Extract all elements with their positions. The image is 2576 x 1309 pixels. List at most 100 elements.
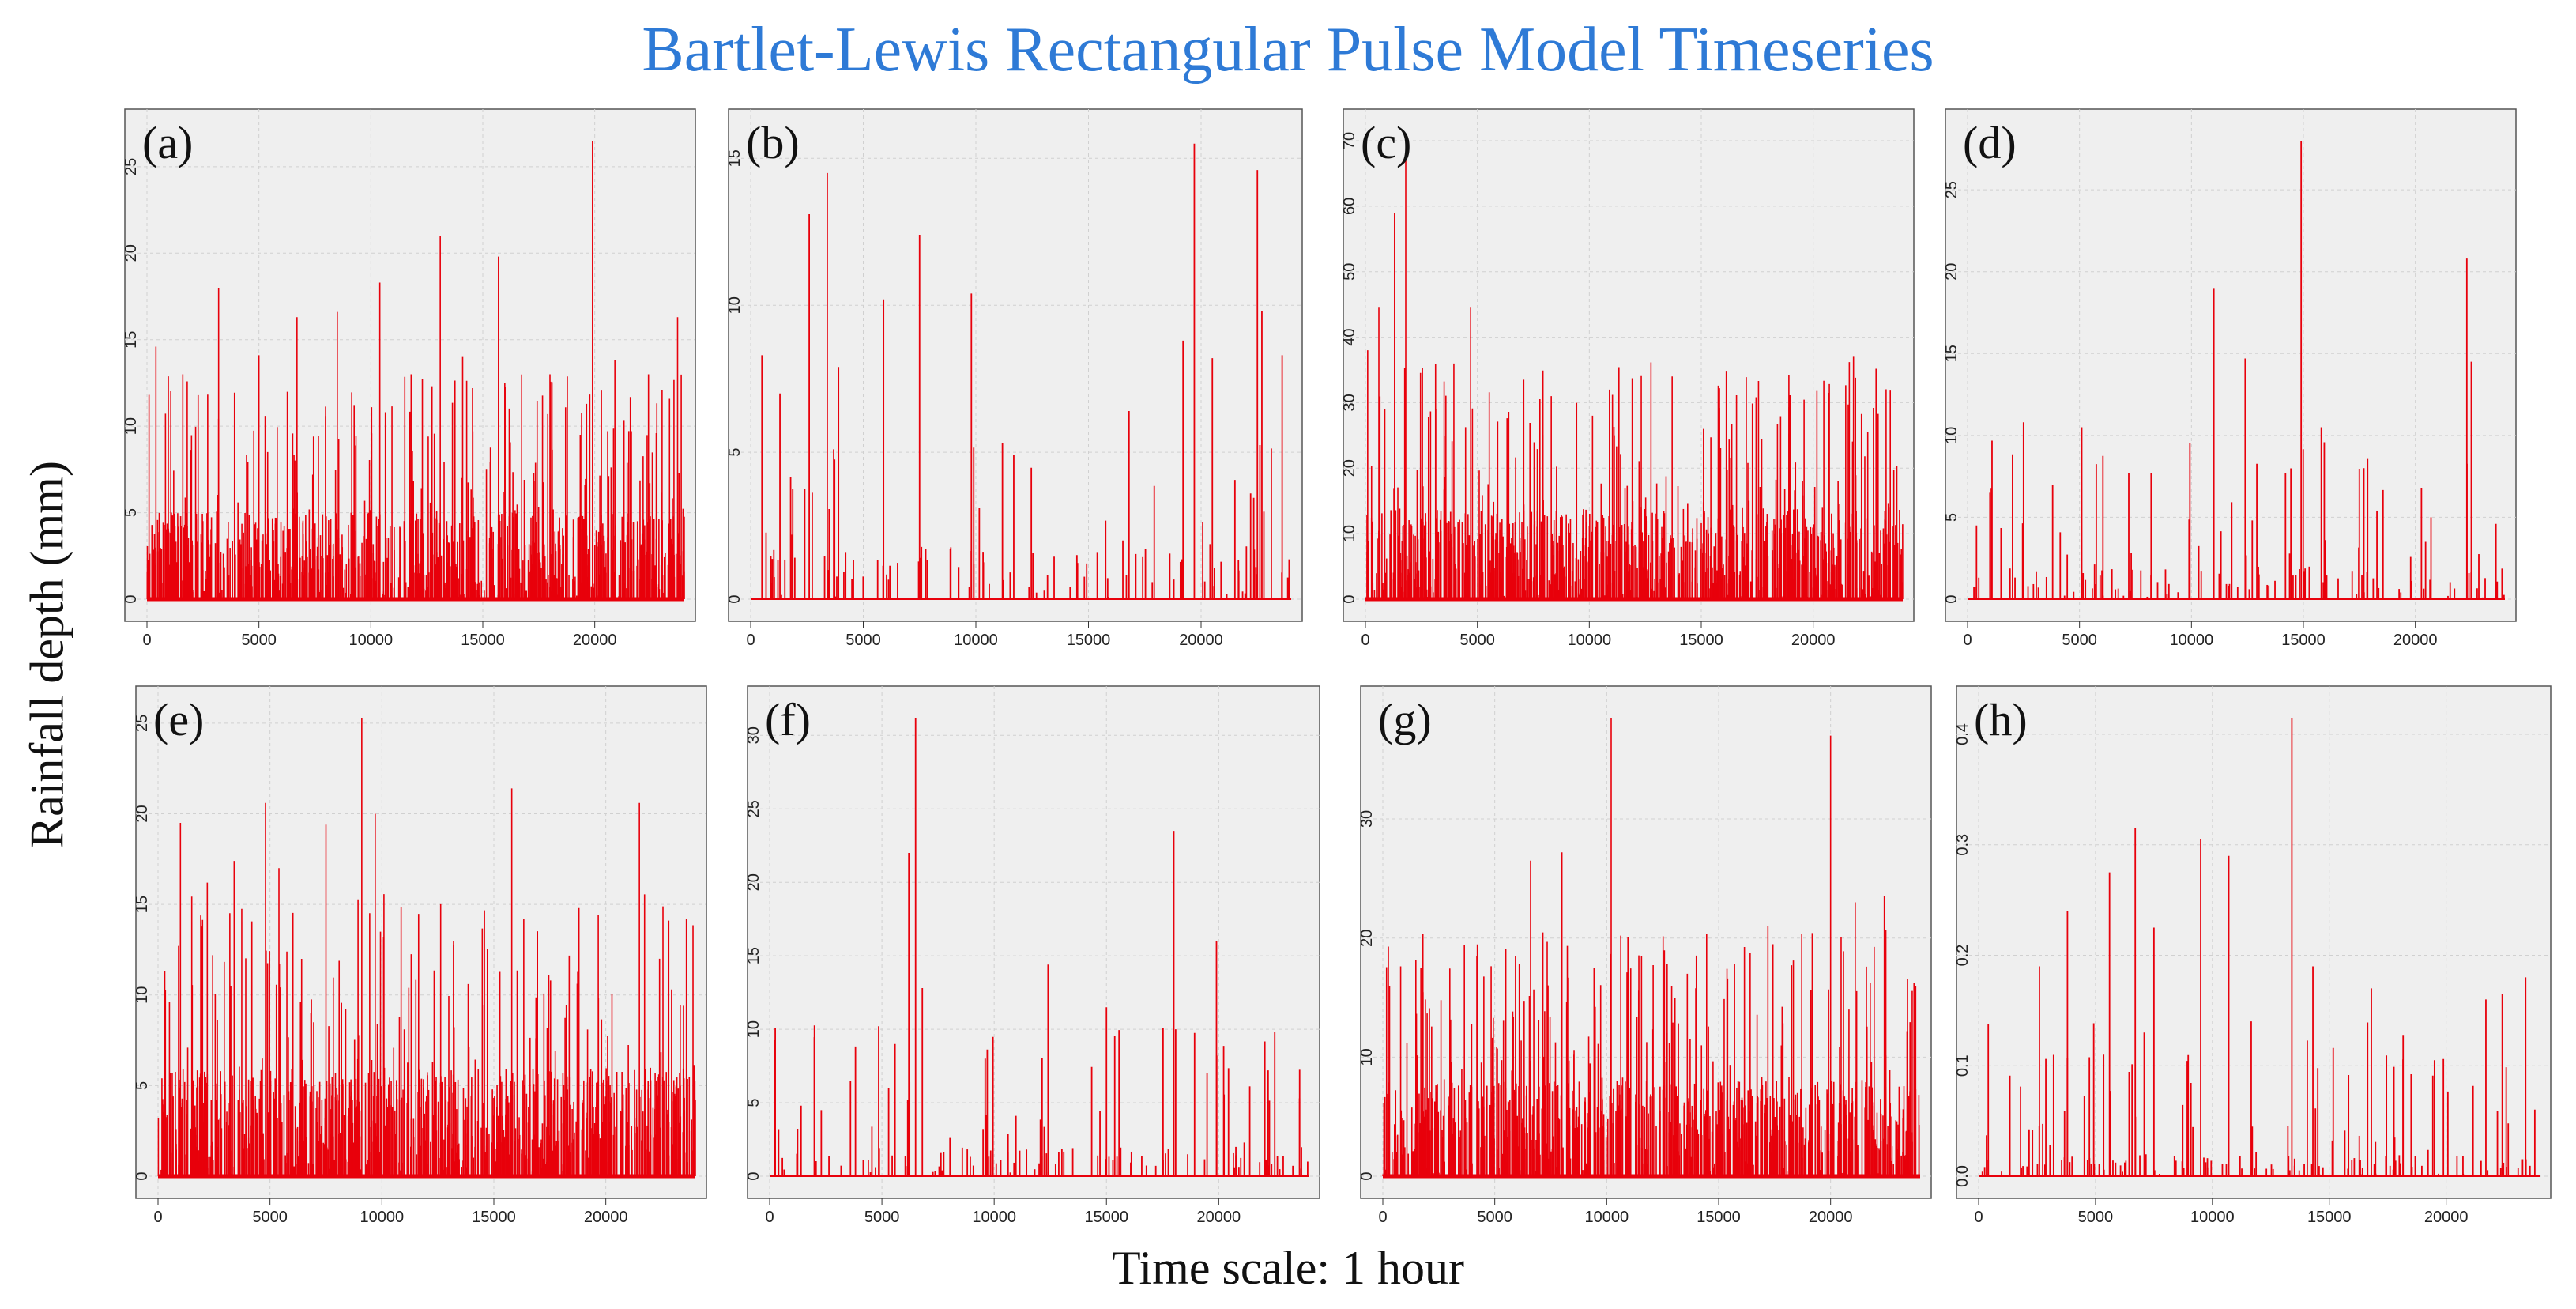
panel-label: (f): [765, 694, 811, 745]
y-tick-label: 0.2: [1954, 945, 1972, 967]
x-tick-label: 0: [746, 632, 755, 649]
x-tick-label: 15000: [2281, 632, 2326, 649]
y-tick-label: 5: [134, 1081, 151, 1090]
panel-a: 0 5 10 15 20 25 0 5000 10000 15000 20000 (a): [122, 108, 696, 649]
x-tick-label: 5000: [2062, 632, 2097, 649]
y-tick-label: 20: [745, 873, 763, 891]
y-tick-label: 20: [1358, 930, 1376, 947]
x-tick-label: 20000: [1791, 632, 1836, 649]
y-tick-label: 10: [1943, 427, 1960, 444]
x-tick-label: 5000: [1477, 1209, 1512, 1226]
y-tick-label: 20: [1341, 459, 1358, 477]
x-tick-label: 0: [765, 1209, 774, 1226]
x-tick-label: 10000: [2190, 1209, 2235, 1226]
y-tick-label: 0: [1943, 594, 1960, 603]
x-tick-label: 0: [1361, 632, 1369, 649]
x-tick-label: 0: [1378, 1209, 1387, 1226]
x-tick-label: 10000: [2170, 632, 2214, 649]
x-tick-label: 10000: [1585, 1209, 1629, 1226]
y-tick-label: 30: [1358, 810, 1376, 828]
panel-background: [1956, 685, 2552, 1199]
panel-label: (c): [1361, 117, 1411, 168]
y-tick-label: 10: [726, 296, 744, 314]
y-tick-label: 0: [1358, 1171, 1376, 1180]
y-tick-label: 5: [726, 448, 744, 457]
x-tick-label: 20000: [2393, 632, 2438, 649]
series-bars: [770, 718, 1309, 1177]
panel-label: (e): [153, 694, 204, 745]
series-bars: [1382, 718, 1920, 1179]
x-tick-label: 15000: [472, 1209, 516, 1226]
y-tick-label: 20: [134, 805, 151, 822]
y-tick-label: 15: [134, 896, 151, 913]
y-tick-label: 0: [745, 1171, 763, 1180]
y-tick-label: 15: [726, 149, 744, 167]
y-tick-label: 10: [1358, 1048, 1376, 1066]
series-bars: [1365, 160, 1904, 602]
panel-label: (h): [1974, 694, 2028, 745]
x-tick-label: 15000: [1067, 632, 1111, 649]
y-tick-label: 15: [745, 947, 763, 964]
y-tick-label: 25: [122, 158, 140, 175]
panel-background: [747, 685, 1320, 1199]
y-tick-label: 5: [1943, 513, 1960, 522]
y-tick-label: 10: [134, 986, 151, 1004]
y-tick-label: 0: [122, 594, 140, 603]
panel-background: [728, 108, 1303, 622]
x-tick-label: 15000: [1697, 1209, 1741, 1226]
series-bars: [1979, 718, 2540, 1177]
y-tick-label: 0: [134, 1171, 151, 1180]
y-tick-label: 0.0: [1954, 1165, 1972, 1187]
y-tick-label: 15: [122, 331, 140, 349]
x-tick-label: 5000: [1459, 632, 1495, 649]
x-tick-label: 0: [1963, 632, 1972, 649]
y-tick-label: 50: [1341, 263, 1358, 281]
x-tick-label: 20000: [584, 1209, 628, 1226]
series-bars: [146, 141, 685, 602]
y-tick-label: 0.1: [1954, 1054, 1972, 1077]
x-tick-label: 20000: [1809, 1209, 1853, 1226]
y-axis-label: Rainfall depth (mm): [21, 461, 73, 848]
panel-c: 0 10 20 30 40 50 60 70 0 5000 10000 15000 20000 (c): [1341, 108, 1915, 649]
y-tick-label: 25: [745, 800, 763, 817]
y-tick-label: 25: [134, 715, 151, 732]
x-tick-label: 5000: [864, 1209, 900, 1226]
y-tick-label: 30: [1341, 394, 1358, 411]
panel-label: (g): [1378, 694, 1432, 745]
y-tick-label: 0: [726, 594, 744, 603]
x-tick-label: 5000: [845, 632, 881, 649]
y-tick-label: 5: [745, 1098, 763, 1107]
x-tick-label: 5000: [2078, 1209, 2114, 1226]
y-tick-label: 5: [122, 508, 140, 517]
y-tick-label: 20: [1943, 263, 1960, 281]
x-tick-label: 5000: [252, 1209, 288, 1226]
y-tick-label: 10: [122, 417, 140, 435]
x-tick-label: 0: [1974, 1209, 1983, 1226]
x-tick-label: 10000: [360, 1209, 405, 1226]
y-tick-label: 15: [1943, 345, 1960, 362]
y-tick-label: 25: [1943, 181, 1960, 198]
series-bars: [751, 143, 1291, 600]
y-tick-label: 60: [1341, 198, 1358, 215]
y-tick-label: 40: [1341, 328, 1358, 345]
panel-label: (a): [142, 117, 193, 168]
y-tick-label: 10: [745, 1020, 763, 1038]
panel-label: (d): [1963, 117, 2017, 168]
y-tick-label: 0.3: [1954, 834, 1972, 856]
series-bars: [157, 718, 696, 1179]
panel-e: 0 5 10 15 20 25 0 5000 10000 15000 20000 (e): [134, 685, 707, 1226]
y-tick-label: 0: [1341, 594, 1358, 603]
panel-label: (b): [746, 117, 800, 168]
x-tick-label: 20000: [1179, 632, 1223, 649]
y-tick-label: 0.4: [1954, 723, 1972, 745]
x-tick-label: 10000: [972, 1209, 1016, 1226]
x-tick-label: 20000: [573, 632, 617, 649]
panel-f: 0 5 10 15 20 25 30 0 5000 10000 15000 20000 (f): [745, 685, 1320, 1226]
x-tick-label: 15000: [2307, 1209, 2352, 1226]
x-tick-label: 5000: [241, 632, 277, 649]
y-tick-label: 20: [122, 244, 140, 262]
x-tick-label: 10000: [954, 632, 998, 649]
x-tick-label: 10000: [349, 632, 394, 649]
chart-title: Bartlet-Lewis Rectangular Pulse Model Ti…: [642, 15, 1934, 85]
x-tick-label: 20000: [1197, 1209, 1241, 1226]
